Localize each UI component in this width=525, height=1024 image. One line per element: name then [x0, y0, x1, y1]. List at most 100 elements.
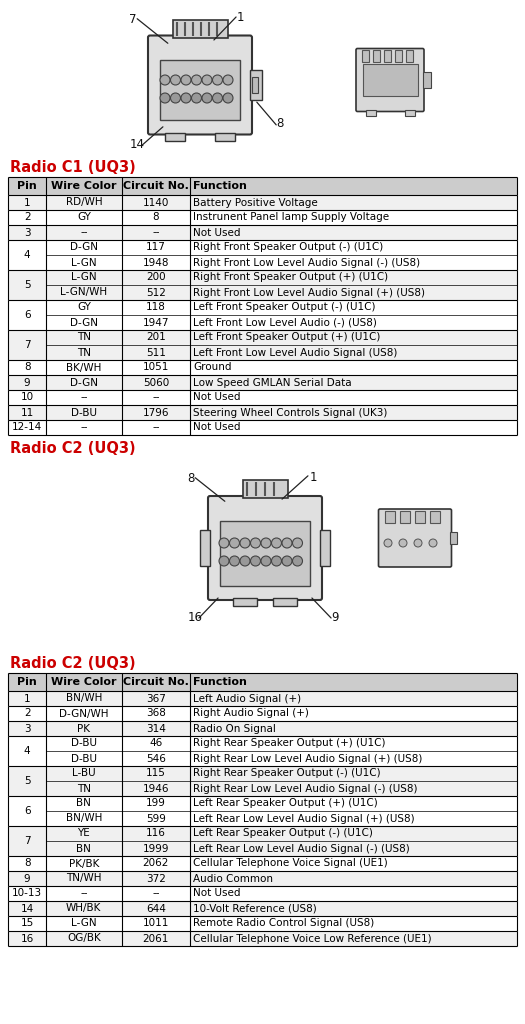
Bar [200, 530, 210, 566]
Text: Battery Positive Voltage: Battery Positive Voltage [193, 198, 318, 208]
Text: 2: 2 [24, 709, 30, 719]
Bar [233, 598, 257, 606]
Text: Left Rear Low Level Audio Signal (+) (US8): Left Rear Low Level Audio Signal (+) (US… [193, 813, 415, 823]
Circle shape [160, 93, 170, 103]
Text: 644: 644 [146, 903, 166, 913]
Text: PK/BK: PK/BK [69, 858, 99, 868]
Text: Right Front Speaker Output (+) (U1C): Right Front Speaker Output (+) (U1C) [193, 272, 388, 283]
Circle shape [250, 556, 260, 566]
Bar [8, 706, 517, 721]
Text: Function: Function [193, 181, 247, 191]
Text: 46: 46 [149, 738, 163, 749]
Text: 368: 368 [146, 709, 166, 719]
Text: 115: 115 [146, 768, 166, 778]
Circle shape [213, 93, 223, 103]
Text: 2061: 2061 [143, 934, 169, 943]
Text: 15: 15 [20, 919, 34, 929]
Text: WH/BK: WH/BK [66, 903, 101, 913]
Text: Left Rear Speaker Output (-) (U1C): Left Rear Speaker Output (-) (U1C) [193, 828, 373, 839]
Text: 1796: 1796 [143, 408, 169, 418]
FancyBboxPatch shape [148, 36, 252, 134]
Text: GY: GY [77, 302, 91, 312]
FancyBboxPatch shape [208, 496, 322, 600]
Bar [365, 110, 375, 116]
Circle shape [160, 75, 170, 85]
Text: Left Front Low Level Audio (-) (US8): Left Front Low Level Audio (-) (US8) [193, 317, 377, 328]
Bar [250, 70, 262, 100]
Text: --: -- [80, 392, 88, 402]
Text: 10: 10 [20, 392, 34, 402]
Text: --: -- [80, 227, 88, 238]
Text: Right Front Low Level Audio Signal (-) (US8): Right Front Low Level Audio Signal (-) (… [193, 257, 421, 267]
Text: 5060: 5060 [143, 378, 169, 387]
Circle shape [219, 556, 229, 566]
Text: L-GN: L-GN [71, 257, 97, 267]
Text: 8: 8 [24, 858, 30, 868]
Text: 512: 512 [146, 288, 166, 298]
Bar [8, 375, 517, 390]
Circle shape [250, 538, 260, 548]
Text: --: -- [152, 889, 160, 898]
Text: TN/WH: TN/WH [66, 873, 102, 884]
Text: Steering Wheel Controls Signal (UK3): Steering Wheel Controls Signal (UK3) [193, 408, 387, 418]
Bar [8, 736, 517, 766]
Circle shape [292, 538, 302, 548]
Text: 16: 16 [20, 934, 34, 943]
Bar [252, 77, 258, 93]
Text: TN: TN [77, 333, 91, 342]
Circle shape [229, 556, 239, 566]
Text: 7: 7 [24, 340, 30, 350]
Text: 200: 200 [146, 272, 166, 283]
Text: 10-13: 10-13 [12, 889, 42, 898]
Circle shape [271, 556, 281, 566]
Text: Not Used: Not Used [193, 423, 241, 432]
Circle shape [384, 539, 392, 547]
Text: L-GN/WH: L-GN/WH [60, 288, 108, 298]
Text: 4: 4 [24, 746, 30, 756]
Bar [8, 721, 517, 736]
Bar [430, 511, 440, 522]
Text: Circuit No.: Circuit No. [123, 181, 189, 191]
Circle shape [229, 538, 239, 548]
Bar [362, 50, 369, 62]
Circle shape [202, 93, 212, 103]
Text: --: -- [152, 227, 160, 238]
Bar [8, 210, 517, 225]
Bar [8, 796, 517, 826]
Text: Right Front Speaker Output (-) (U1C): Right Front Speaker Output (-) (U1C) [193, 243, 383, 253]
Text: 1140: 1140 [143, 198, 169, 208]
Text: TN: TN [77, 347, 91, 357]
Bar [8, 673, 517, 691]
Text: 7: 7 [129, 13, 136, 26]
Bar [215, 132, 235, 140]
Text: 14: 14 [20, 903, 34, 913]
Bar [8, 856, 517, 871]
Text: 6: 6 [24, 310, 30, 319]
Text: 3: 3 [24, 227, 30, 238]
Text: 2062: 2062 [143, 858, 169, 868]
Bar [273, 598, 297, 606]
Text: 7: 7 [24, 836, 30, 846]
Text: 1946: 1946 [143, 783, 169, 794]
Bar [8, 270, 517, 300]
Text: D-GN: D-GN [70, 243, 98, 253]
Bar [8, 871, 517, 886]
Circle shape [181, 75, 191, 85]
Text: Cellular Telephone Voice Signal (UE1): Cellular Telephone Voice Signal (UE1) [193, 858, 388, 868]
Text: GY: GY [77, 213, 91, 222]
Text: Function: Function [193, 677, 247, 687]
Circle shape [192, 93, 202, 103]
Text: Low Speed GMLAN Serial Data: Low Speed GMLAN Serial Data [193, 378, 352, 387]
Bar [165, 132, 185, 140]
Circle shape [240, 556, 250, 566]
Text: 11: 11 [20, 408, 34, 418]
Text: 8: 8 [187, 472, 195, 485]
Text: Not Used: Not Used [193, 392, 241, 402]
Text: 1011: 1011 [143, 919, 169, 929]
Text: Ground: Ground [193, 362, 232, 373]
Circle shape [282, 556, 292, 566]
Circle shape [171, 93, 181, 103]
Text: Wire Color: Wire Color [51, 677, 117, 687]
Bar [320, 530, 330, 566]
Circle shape [429, 539, 437, 547]
